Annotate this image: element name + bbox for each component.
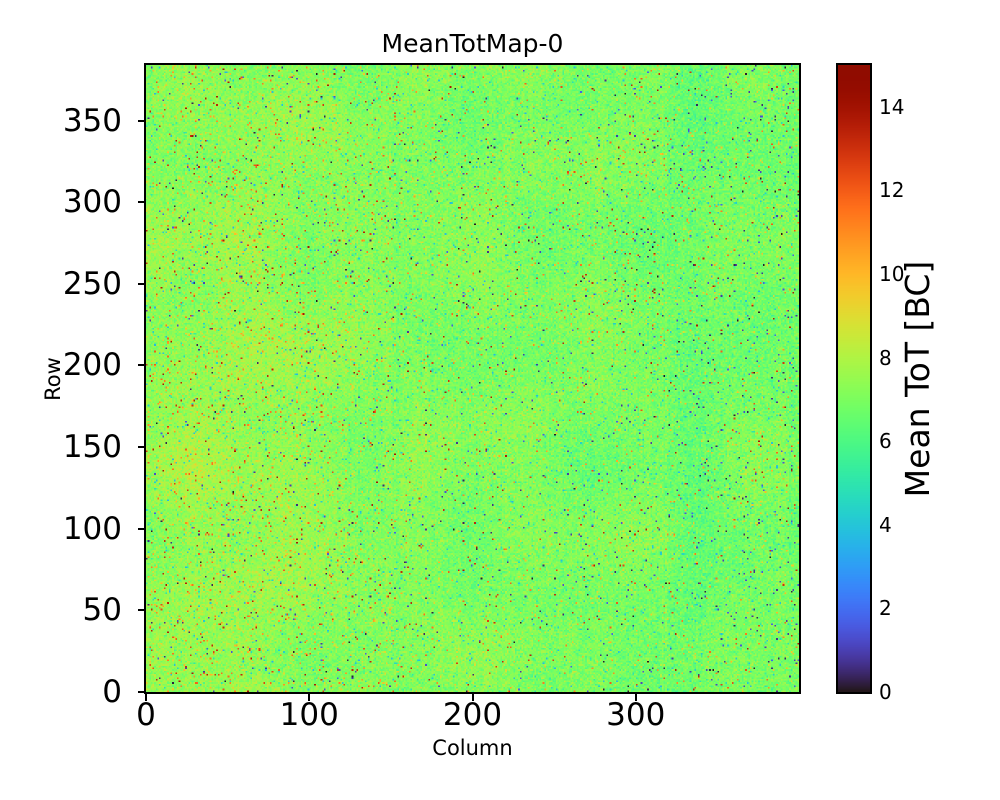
colorbar-tick-label: 0	[879, 680, 892, 704]
colorbar-tick-label: 14	[879, 94, 905, 119]
colorbar-tick-label: 8	[879, 345, 892, 370]
plot-area	[144, 63, 801, 694]
y-tick-label: 250	[62, 265, 122, 302]
y-tick-mark	[138, 691, 145, 693]
y-tick-label: 200	[62, 347, 122, 384]
colorbar	[836, 63, 872, 694]
y-tick-label: 300	[62, 184, 122, 221]
heatmap-canvas	[146, 65, 799, 692]
y-tick-label: 350	[62, 102, 122, 139]
x-tick-mark	[308, 694, 311, 701]
y-tick-mark	[138, 446, 145, 449]
x-tick-label: 200	[442, 697, 503, 733]
y-tick-mark	[138, 609, 145, 612]
y-tick-label: 100	[62, 510, 122, 547]
x-tick-label: 0	[136, 697, 156, 733]
y-tick-mark	[138, 201, 145, 204]
colorbar-tick-label: 2	[879, 596, 892, 621]
y-axis-label: Row	[41, 357, 65, 401]
y-tick-mark	[138, 282, 145, 285]
y-tick-label: 150	[62, 429, 122, 466]
colorbar-tick-label: 6	[879, 429, 892, 454]
y-tick-label: 50	[82, 592, 122, 629]
x-tick-label: 100	[279, 697, 339, 733]
x-axis-label: Column	[432, 736, 513, 760]
colorbar-label: Mean ToT [BC]	[898, 260, 937, 498]
plot-title: MeanTotMap-0	[381, 29, 564, 58]
colorbar-tick-label: 4	[879, 512, 892, 537]
x-tick-mark	[634, 694, 637, 701]
colorbar-tick-label: 10	[879, 262, 905, 286]
x-tick-mark	[145, 694, 147, 701]
y-tick-label: 0	[102, 674, 122, 710]
colorbar-gradient	[838, 65, 870, 692]
x-tick-mark	[471, 694, 474, 701]
y-tick-mark	[138, 527, 145, 530]
y-tick-mark	[138, 364, 145, 367]
x-tick-label: 300	[606, 697, 666, 733]
y-tick-mark	[138, 119, 145, 122]
colorbar-tick-label: 12	[879, 178, 905, 203]
